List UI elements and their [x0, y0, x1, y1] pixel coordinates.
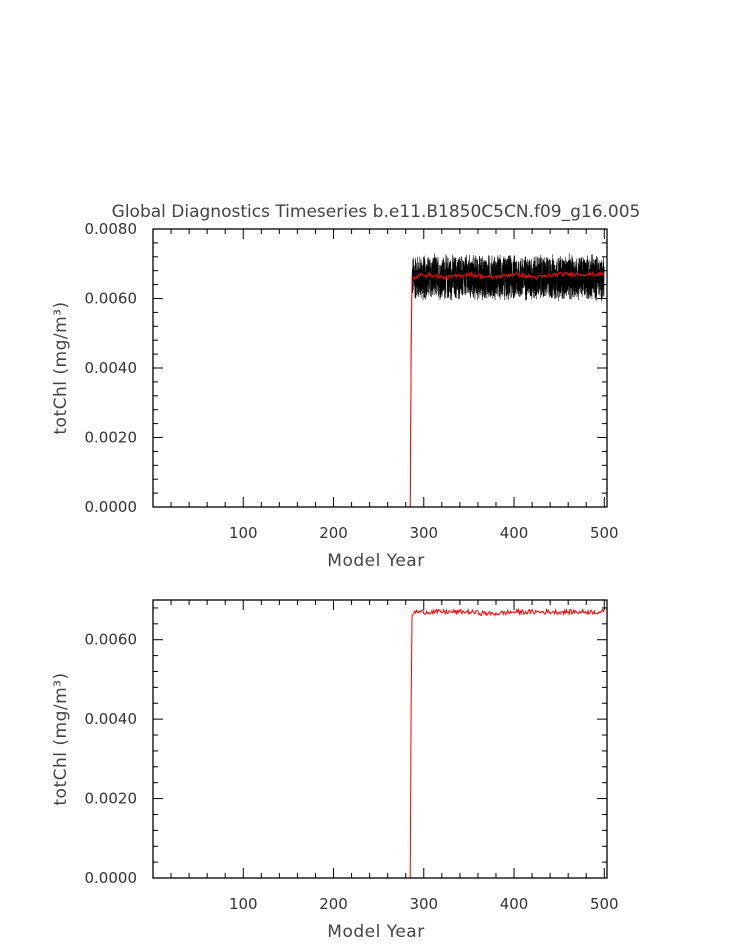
chart-bottom-ylabel: totChl (mg/m³) — [51, 672, 71, 805]
x-tick-label: 200 — [319, 895, 348, 913]
y-tick-label: 0.0080 — [85, 220, 138, 238]
chart-top-title: Global Diagnostics Timeseries b.e11.B185… — [112, 202, 641, 222]
y-tick-label: 0.0000 — [85, 498, 138, 516]
chart-top-xlabel: Model Year — [327, 551, 424, 571]
x-tick-label: 300 — [409, 524, 438, 542]
chart0-series-monthly-line — [153, 253, 605, 508]
y-tick-label: 0.0040 — [85, 359, 138, 377]
chart-top: Global Diagnostics Timeseries b.e11.B185… — [51, 202, 640, 571]
y-tick-label: 0.0020 — [85, 429, 138, 447]
x-tick-label: 100 — [229, 524, 258, 542]
x-tick-label: 300 — [409, 895, 438, 913]
x-tick-label: 500 — [590, 524, 619, 542]
chart-bottom-frame — [152, 599, 608, 879]
chart-top-ticks: 100 200 300 400 500 0.0000 0.0020 0.0040 0.0060 0… — [85, 220, 619, 542]
chart0-series-annual-line — [153, 270, 605, 508]
x-tick-label: 400 — [500, 895, 529, 913]
chart-bottom-series-layer — [153, 607, 605, 879]
y-tick-label: 0.0060 — [85, 290, 138, 308]
y-tick-label: 0.0000 — [85, 869, 138, 887]
chart-top-series-layer — [153, 253, 605, 508]
chart1-series-annual-line — [153, 607, 605, 879]
x-tick-label: 400 — [500, 524, 529, 542]
chart-top-ylabel: totChl (mg/m³) — [51, 301, 71, 434]
y-tick-label: 0.0040 — [85, 710, 138, 728]
y-tick-label: 0.0060 — [85, 631, 138, 649]
chart-bottom-ticks: 100 200 300 400 500 0.0000 0.0020 0.0040 0.0060 — [85, 600, 619, 913]
x-tick-label: 100 — [229, 895, 258, 913]
y-tick-label: 0.0020 — [85, 790, 138, 808]
chart-bottom-xlabel: Model Year — [327, 922, 424, 942]
x-tick-label: 500 — [590, 895, 619, 913]
x-tick-label: 200 — [319, 524, 348, 542]
chart-bottom: 100 200 300 400 5000.00000.00200.00400.0060 … — [51, 599, 619, 942]
